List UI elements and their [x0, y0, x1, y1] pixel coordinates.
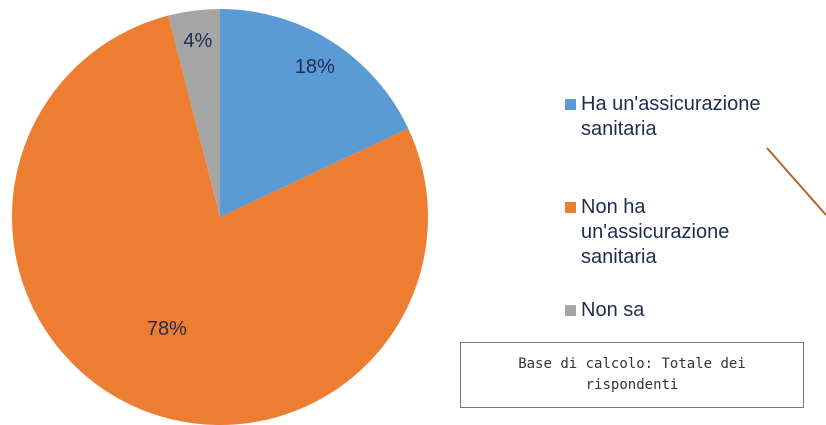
legend-label: Non sa [581, 299, 645, 321]
pie: 18% 78% 4% [12, 9, 429, 425]
legend-label: Ha un'assicurazione sanitaria [581, 93, 761, 140]
pie-slice [220, 9, 409, 217]
pie-slice [12, 15, 429, 425]
legend-swatch [565, 202, 576, 213]
legend-item: Ha un'assicurazione sanitaria [565, 92, 826, 142]
legend-swatch [565, 99, 576, 110]
legend-item: Non sa [565, 298, 826, 323]
data-label: 78% [147, 318, 187, 340]
data-label: 4% [183, 30, 212, 52]
decor-line [766, 147, 826, 216]
pie-slice [168, 9, 220, 217]
legend-item: Non ha un'assicurazione sanitaria [565, 195, 826, 270]
data-label: 18% [295, 56, 335, 78]
legend-swatch [565, 305, 576, 316]
note: Base di calcolo: Totale dei rispondenti [460, 342, 804, 408]
legend-label: Non ha un'assicurazione sanitaria [581, 196, 730, 268]
